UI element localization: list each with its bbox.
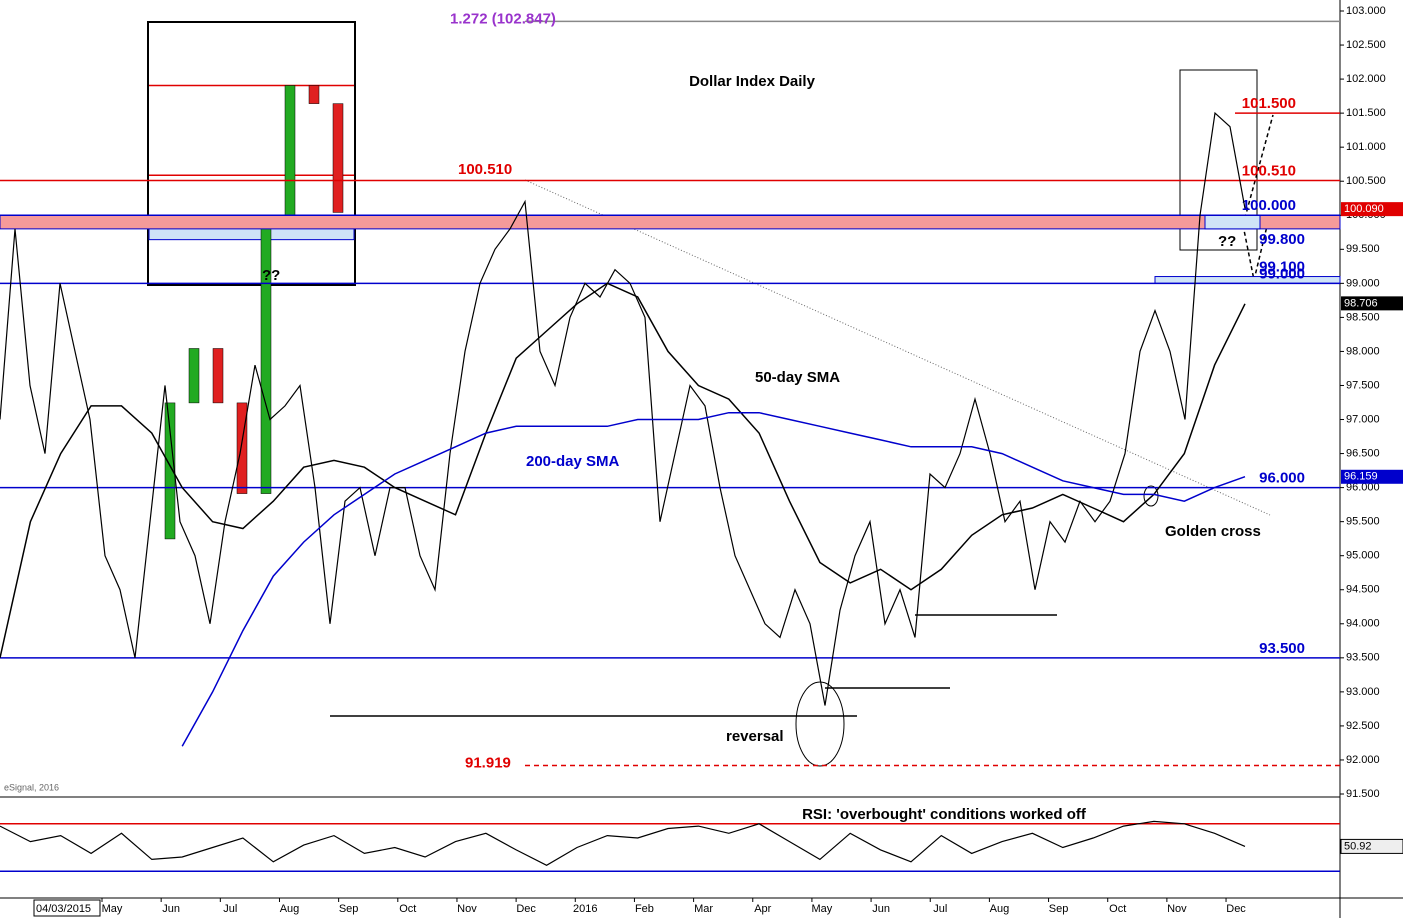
y-tick-label: 92.500	[1346, 720, 1380, 732]
y-tick-label: 98.000	[1346, 345, 1380, 357]
level-label: 100.510	[458, 161, 512, 178]
x-tick-label: Jul	[223, 903, 237, 915]
x-tick-label: Aug	[990, 903, 1010, 915]
inset-candle	[236, 402, 248, 494]
x-tick-label: Oct	[399, 903, 416, 915]
support-band	[1154, 276, 1341, 284]
x-tick-label: Oct	[1109, 903, 1126, 915]
x-tick-label: Jun	[872, 903, 890, 915]
level-label: 99.100	[1259, 259, 1305, 276]
series-line	[181, 411, 1246, 747]
y-tick-label: 94.500	[1346, 584, 1380, 596]
chart-title: Dollar Index Daily	[689, 73, 816, 90]
y-tick-label: 101.000	[1346, 141, 1386, 153]
y-tick-label: 95.500	[1346, 516, 1380, 528]
inset-candle	[188, 348, 200, 404]
annotation: ??	[1218, 233, 1236, 250]
rsi-line	[0, 820, 1246, 866]
level-label: 99.800	[1259, 231, 1305, 248]
rsi-title: RSI: 'overbought' conditions worked off	[802, 806, 1087, 823]
y-tick-label: 97.500	[1346, 379, 1380, 391]
y-tick-label: 91.500	[1346, 788, 1380, 800]
x-tick-label: Mar	[694, 903, 713, 915]
annotation: 50-day SMA	[755, 369, 840, 386]
y-tick-label: 99.000	[1346, 277, 1380, 289]
y-tick-label: 103.000	[1346, 5, 1386, 17]
x-tick-label: May	[812, 903, 833, 915]
level-label: 100.510	[1242, 163, 1296, 180]
y-tick-label: 98.500	[1346, 311, 1380, 323]
inset-candle	[332, 103, 344, 213]
annotation: ??	[262, 267, 280, 284]
level-label: 101.500	[1242, 95, 1296, 112]
level-label: 1.272 (102.847)	[450, 10, 556, 27]
x-tick-label: Nov	[1167, 903, 1187, 915]
y-tick-label: 101.500	[1346, 107, 1386, 119]
x-tick-label: Sep	[1049, 903, 1069, 915]
y-tick-label: 96.000	[1346, 482, 1380, 494]
annotation: 200-day SMA	[526, 453, 620, 470]
x-tick-label: Dec	[516, 903, 536, 915]
x-tick-label: Jun	[162, 903, 180, 915]
x-tick-label: Apr	[754, 903, 771, 915]
annotation: reversal	[726, 728, 784, 745]
y-tick-label: 93.000	[1346, 686, 1380, 698]
zone	[1204, 214, 1261, 230]
x-tick-label: Sep	[339, 903, 359, 915]
y-tick-label: 94.000	[1346, 618, 1380, 630]
y-tick-label: 97.000	[1346, 413, 1380, 425]
resistance-band	[0, 214, 1341, 230]
level-label: 91.919	[465, 754, 511, 771]
x-tick-label: 2016	[573, 903, 597, 915]
x-tick-label: Aug	[280, 903, 300, 915]
y-tick-label: 93.500	[1346, 652, 1380, 664]
price-tag-label: 100.090	[1344, 203, 1384, 215]
y-tick-label: 102.500	[1346, 39, 1386, 51]
y-tick-label: 102.000	[1346, 73, 1386, 85]
source: eSignal, 2016	[4, 782, 59, 792]
price-tag-label: 96.159	[1344, 471, 1378, 483]
series-line	[0, 111, 1246, 706]
rsi-tag-label: 50.92	[1344, 840, 1372, 852]
inset-candle	[260, 221, 272, 494]
y-tick-label: 92.000	[1346, 754, 1380, 766]
x-tick-label: Nov	[457, 903, 477, 915]
x-tick-label: Feb	[635, 903, 654, 915]
inset-box	[147, 21, 356, 286]
y-tick-label: 95.000	[1346, 550, 1380, 562]
level-label: 96.000	[1259, 470, 1305, 487]
annotation: Golden cross	[1165, 523, 1261, 540]
x-tick-label: Dec	[1226, 903, 1246, 915]
price-tag	[1341, 296, 1403, 311]
price-tag-label: 98.706	[1344, 297, 1378, 309]
trendline	[524, 179, 1271, 516]
date-box	[33, 899, 101, 917]
y-tick-label: 100.500	[1346, 175, 1386, 187]
level-label: 100.000	[1242, 197, 1296, 214]
scenario-arrow	[1242, 114, 1274, 226]
x-tick-label: Jul	[933, 903, 947, 915]
inset-candle	[284, 85, 296, 222]
x-tick-label: May	[102, 903, 123, 915]
price-tag	[1341, 202, 1403, 217]
start-date: 04/03/2015	[36, 903, 91, 915]
reversal-circle	[795, 681, 845, 767]
zoom-box	[1179, 69, 1258, 251]
y-tick-label: 99.500	[1346, 243, 1380, 255]
inset-candle	[212, 348, 224, 404]
level-label: 99.000	[1259, 265, 1305, 282]
rsi-tag	[1340, 838, 1403, 854]
y-tick-label: 96.500	[1346, 447, 1380, 459]
inset-candle	[308, 85, 320, 104]
level-label: 93.500	[1259, 640, 1305, 657]
price-tag	[1341, 469, 1403, 484]
series-line	[0, 282, 1246, 658]
